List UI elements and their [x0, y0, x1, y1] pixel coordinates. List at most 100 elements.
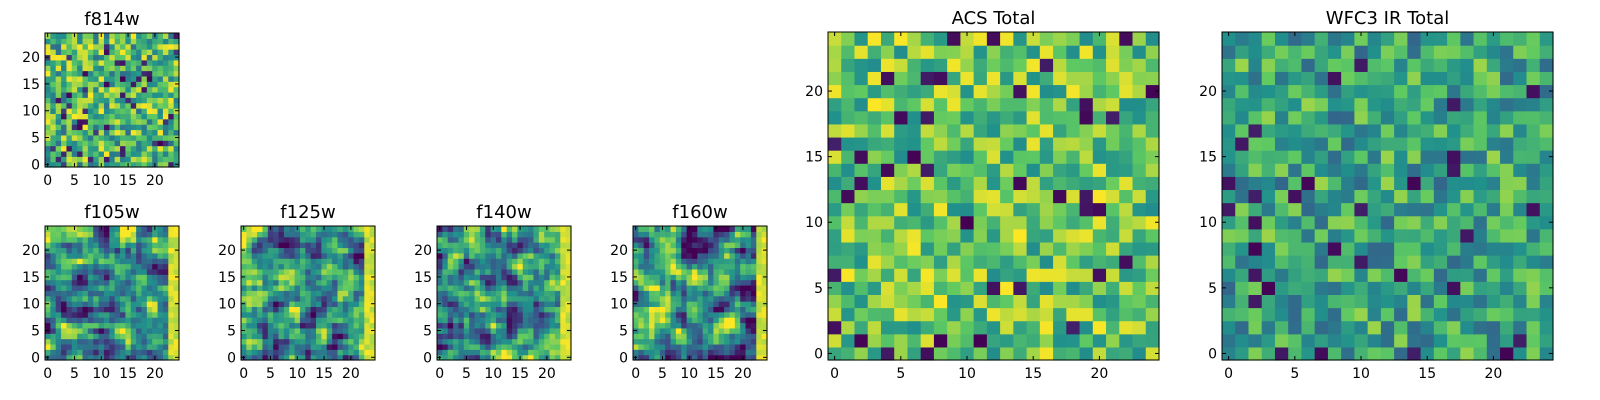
heatmap-cell [745, 268, 752, 275]
heatmap-cell [1079, 71, 1094, 86]
heatmap-cell [299, 295, 306, 302]
heatmap-cell [458, 354, 465, 361]
heatmap-cell [251, 327, 258, 334]
heatmap-cell [326, 242, 333, 249]
heatmap-cell [702, 317, 709, 324]
heatmap-cell [745, 338, 752, 345]
heatmap-cell [66, 81, 73, 88]
x-tick-label: 15 [1418, 366, 1436, 382]
heatmap-cell [686, 311, 693, 318]
heatmap-cell [125, 134, 132, 141]
heatmap-cell [485, 338, 492, 345]
heatmap-cell [1248, 32, 1263, 46]
heatmap-cell [1092, 136, 1107, 151]
heatmap-cell [278, 306, 285, 313]
heatmap-cell [168, 49, 175, 56]
heatmap-cell [458, 306, 465, 313]
heatmap-cell [512, 247, 518, 254]
heatmap-cell [1066, 281, 1081, 295]
heatmap-cell [973, 45, 988, 59]
heatmap-cell [490, 343, 497, 350]
heatmap-cell [947, 307, 961, 322]
heatmap-cell [66, 268, 73, 275]
heatmap-cell [681, 311, 688, 318]
heatmap-cell [146, 43, 153, 50]
heatmap-cell [130, 81, 137, 88]
heatmap-cell [533, 317, 540, 324]
heatmap-cell [458, 333, 465, 340]
heatmap-cell [554, 317, 561, 324]
heatmap-cell [479, 226, 486, 232]
heatmap-cell [87, 145, 94, 152]
heatmap-cell [77, 258, 84, 265]
heatmap-cell [474, 322, 481, 329]
heatmap-cell [61, 59, 68, 66]
heatmap-cell [867, 136, 882, 151]
heatmap-cell [729, 274, 736, 281]
heatmap-cell [533, 268, 540, 275]
heatmap-cell [152, 70, 159, 77]
heatmap-cell [342, 338, 349, 345]
heatmap-cell [549, 317, 556, 324]
heatmap-cell [670, 295, 677, 302]
heatmap-cell [152, 295, 159, 302]
heatmap-cell [61, 354, 68, 361]
heatmap-cell [1274, 255, 1289, 269]
heatmap-cell [1261, 189, 1276, 204]
heatmap-cell [251, 349, 258, 356]
heatmap-cell [560, 343, 567, 350]
heatmap-cell [1314, 307, 1329, 322]
heatmap-cell [157, 49, 164, 56]
heatmap-cell [1407, 307, 1422, 322]
heatmap-cell [55, 311, 62, 318]
heatmap-cell [554, 263, 561, 270]
heatmap-cell [501, 242, 508, 249]
heatmap-cell [920, 97, 935, 112]
heatmap-cell [109, 145, 116, 152]
heatmap-cell [364, 306, 371, 313]
heatmap-cell [141, 327, 148, 334]
heatmap-cell [1314, 71, 1329, 86]
heatmap-cell [1119, 241, 1134, 256]
heatmap-cell [691, 343, 698, 350]
heatmap-cell [66, 161, 73, 168]
heatmap-cell [1132, 45, 1147, 59]
heatmap-cell [854, 281, 869, 295]
heatmap-cell [136, 145, 143, 152]
heatmap-cell [246, 306, 253, 313]
heatmap-cell [894, 294, 909, 309]
heatmap-cell [745, 242, 752, 249]
heatmap-cell [364, 338, 371, 345]
heatmap-cell [82, 134, 89, 141]
heatmap-cell [549, 333, 556, 340]
heatmap-cell [691, 333, 698, 340]
heatmap-cell [61, 247, 68, 254]
heatmap-cell [1473, 255, 1488, 269]
heatmap-cell [1420, 255, 1435, 269]
heatmap-cell [1026, 215, 1041, 230]
heatmap-cell [867, 281, 882, 295]
heatmap-cell [447, 279, 454, 286]
heatmap-cell [114, 33, 121, 39]
heatmap-cell [544, 247, 551, 254]
heatmap-cell [103, 290, 110, 297]
heatmap-cell [960, 150, 975, 164]
heatmap-cell [66, 279, 73, 286]
heatmap-cell [665, 284, 672, 291]
heatmap-cell [114, 124, 121, 131]
heatmap-cell [463, 242, 470, 249]
heatmap-cell [162, 322, 169, 329]
heatmap-cell [485, 301, 492, 307]
heatmap-cell [87, 306, 94, 313]
heatmap-cell [93, 311, 100, 318]
heatmap-cell [1261, 268, 1276, 282]
heatmap-cell [1053, 71, 1067, 86]
heatmap-cell [549, 290, 556, 297]
heatmap-cell [528, 236, 535, 243]
heatmap-cell [506, 354, 513, 361]
heatmap-cell [1433, 202, 1448, 217]
heatmap-cell [638, 317, 645, 324]
heatmap-cell [136, 333, 143, 340]
heatmap-cell [1539, 228, 1554, 243]
heatmap-cell [854, 150, 869, 164]
